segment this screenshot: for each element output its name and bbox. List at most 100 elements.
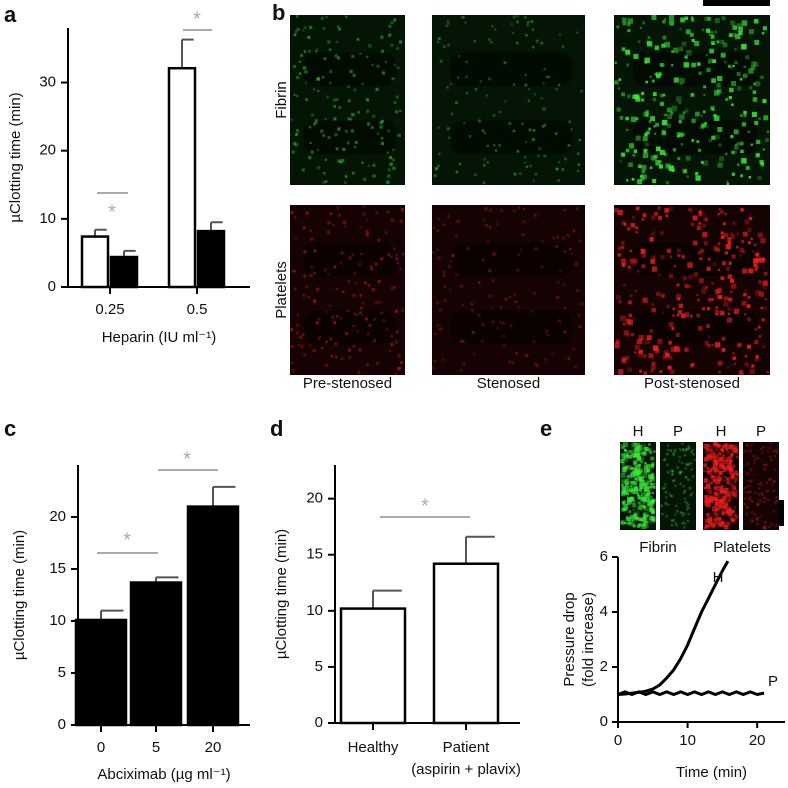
speckle: [632, 153, 636, 157]
speckle: [484, 207, 488, 211]
speckle: [717, 444, 721, 448]
speckle: [341, 158, 345, 163]
speckle: [687, 503, 690, 506]
speckle: [678, 101, 682, 105]
speckle: [386, 180, 390, 184]
speckle: [563, 208, 567, 212]
speckle: [663, 152, 668, 157]
speckle: [749, 368, 755, 375]
series-label: H: [713, 569, 724, 586]
speckle: [748, 268, 754, 274]
speckle: [502, 335, 506, 338]
speckle: [644, 484, 649, 489]
speckle: [747, 344, 752, 349]
speckle: [721, 261, 727, 266]
speckle: [619, 159, 622, 163]
speckle: [727, 240, 731, 245]
speckle: [668, 340, 672, 345]
speckle: [504, 100, 507, 103]
speckle: [750, 468, 753, 472]
speckle: [680, 511, 684, 515]
speckle: [705, 447, 710, 452]
speckle: [701, 307, 706, 311]
speckle: [717, 295, 722, 300]
speckle: [492, 114, 496, 117]
panel-letter: b: [272, 0, 285, 25]
speckle: [683, 497, 687, 500]
speckle: [736, 515, 739, 519]
speckle: [329, 81, 332, 85]
speckle: [576, 289, 579, 292]
speckle: [673, 47, 679, 53]
speckle: [742, 231, 748, 237]
speckle: [745, 55, 750, 60]
speckle: [621, 501, 625, 505]
speckle: [725, 266, 731, 272]
speckle: [687, 463, 690, 466]
speckle: [437, 164, 440, 168]
speckle: [632, 524, 636, 528]
speckle: [302, 226, 306, 230]
speckle: [669, 20, 675, 26]
speckle: [711, 78, 716, 83]
speckle: [746, 491, 749, 494]
speckle: [635, 117, 639, 121]
speckle: [727, 317, 733, 323]
speckle: [672, 519, 675, 522]
speckle: [654, 154, 658, 159]
speckle: [637, 40, 641, 43]
speckle: [674, 346, 680, 352]
speckle: [331, 315, 335, 319]
speckle: [763, 467, 766, 471]
speckle: [543, 154, 547, 158]
speckle: [396, 367, 401, 371]
bar: [129, 581, 183, 727]
speckle: [755, 517, 759, 520]
speckle: [755, 153, 760, 158]
speckle: [391, 158, 395, 162]
speckle: [689, 314, 693, 318]
speckle: [774, 468, 777, 471]
speckle: [295, 132, 299, 136]
speckle: [766, 130, 770, 133]
speckle: [563, 307, 567, 310]
speckle: [728, 499, 732, 503]
speckle: [701, 28, 705, 32]
speckle: [709, 481, 713, 485]
speckle: [728, 261, 732, 265]
speckle: [671, 64, 674, 67]
speckle: [674, 522, 677, 525]
speckle: [671, 479, 674, 482]
speckle: [646, 488, 651, 492]
speckle: [654, 45, 660, 51]
speckle: [632, 258, 638, 264]
speckle: [486, 240, 490, 244]
speckle: [390, 255, 393, 258]
speckle: [462, 361, 466, 365]
speckle: [727, 307, 732, 311]
speckle: [667, 114, 673, 119]
speckle: [348, 256, 352, 260]
speckle: [621, 92, 626, 97]
speckle: [443, 274, 446, 277]
speckle: [731, 150, 735, 155]
speckle: [508, 295, 512, 299]
speckle: [764, 298, 767, 301]
speckle: [672, 307, 676, 311]
speckle: [746, 472, 749, 475]
speckle: [665, 214, 669, 218]
speckle: [642, 517, 647, 521]
speckle: [492, 251, 495, 254]
speckle: [718, 486, 723, 491]
speckle: [696, 62, 701, 66]
speckle: [719, 521, 725, 527]
speckle: [633, 489, 639, 494]
speckle: [543, 68, 546, 71]
speckle: [750, 143, 754, 146]
speckle: [714, 483, 717, 486]
speckle: [635, 517, 640, 521]
speckle: [673, 478, 676, 482]
speckle: [533, 292, 536, 295]
speckle: [731, 232, 734, 235]
speckle: [618, 300, 622, 304]
